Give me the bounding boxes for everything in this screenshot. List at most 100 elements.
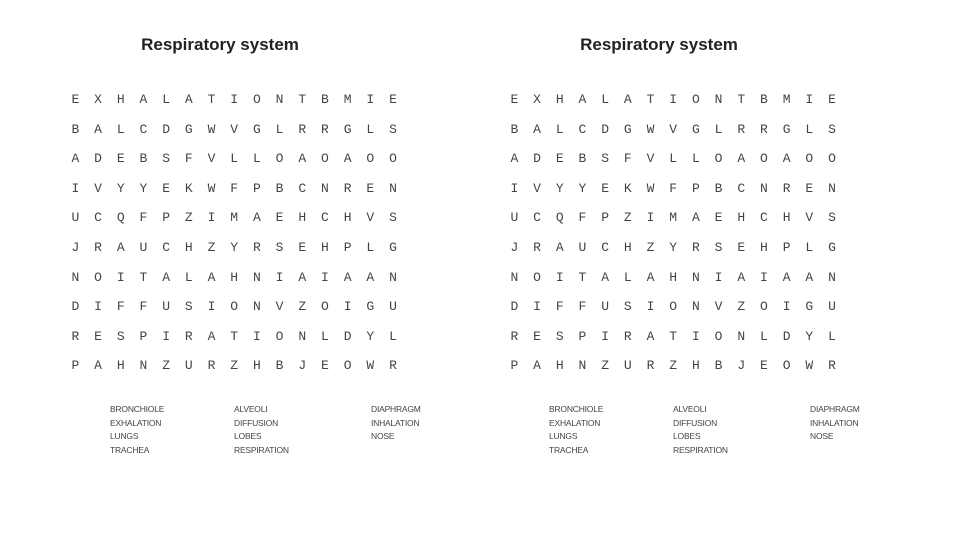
grid-letter: X xyxy=(94,92,102,107)
grid-letter: L xyxy=(275,121,284,137)
grid-letter: N xyxy=(510,269,519,285)
grid-letter: E xyxy=(275,210,284,226)
grid-letter: I xyxy=(646,210,655,226)
grid-letter: P xyxy=(71,358,80,374)
grid-letter: J xyxy=(71,239,80,255)
word-list-column: ALVEOLI DIFFUSION LOBES RESPIRATION xyxy=(673,403,728,457)
grid-letter: B xyxy=(760,92,768,107)
grid-letter: E xyxy=(71,92,80,107)
grid-letter: V xyxy=(207,151,216,167)
grid-letter: N xyxy=(737,328,746,344)
grid-letter: I xyxy=(691,328,700,344)
grid-letter: R xyxy=(691,239,700,255)
grid-letter: R xyxy=(782,180,791,196)
grid-letter: U xyxy=(578,239,587,255)
grid-letter: A xyxy=(343,269,352,285)
grid-letter: A xyxy=(207,269,216,285)
grid-letter: N xyxy=(828,269,836,285)
grid-letter: O xyxy=(714,151,723,167)
grid-letter: G xyxy=(366,299,375,315)
grid-letter: L xyxy=(760,328,768,344)
grid-letter: F xyxy=(116,299,125,315)
grid-letter: Z xyxy=(669,358,678,374)
grid-letter: R xyxy=(207,358,216,374)
grid-letter: U xyxy=(184,358,193,374)
word-list-item: BRONCHIOLE xyxy=(549,404,604,414)
grid-letter: R xyxy=(760,121,768,137)
grid-letter: H xyxy=(230,269,239,285)
word-list-item: NOSE xyxy=(810,431,834,441)
grid-letter: D xyxy=(533,151,541,167)
grid-letter: V xyxy=(366,210,375,226)
grid-letter: A xyxy=(737,269,746,285)
grid-letter: O xyxy=(760,299,768,315)
grid-letter: Q xyxy=(116,210,125,226)
grid-letter: D xyxy=(162,121,170,137)
grid-letter: Q xyxy=(555,210,564,226)
grid-letter: R xyxy=(623,328,632,344)
grid-letter: T xyxy=(298,92,307,107)
grid-letter: Z xyxy=(646,239,655,255)
grid-letter: O xyxy=(828,151,836,167)
grid-letter: F xyxy=(578,210,587,226)
grid-letter: O xyxy=(275,328,284,344)
grid-letter: V xyxy=(533,180,541,196)
grid-letter: P xyxy=(691,180,700,196)
grid-letter: G xyxy=(782,121,791,137)
grid-letter: W xyxy=(646,180,655,196)
grid-letter: H xyxy=(343,210,352,226)
grid-letter: M xyxy=(782,92,791,107)
grid-letter: O xyxy=(275,151,284,167)
word-list-item: DIFFUSION xyxy=(234,417,279,428)
grid-letter: J xyxy=(737,358,746,374)
grid-letter: H xyxy=(184,239,193,255)
grid-letter: U xyxy=(162,299,170,315)
grid-letter: O xyxy=(669,299,678,315)
grid-letter: L xyxy=(623,269,632,285)
grid-letter: M xyxy=(230,210,239,226)
grid-letter: H xyxy=(116,358,125,374)
grid-letter: O xyxy=(321,151,329,167)
grid-letter: N xyxy=(71,269,80,285)
grid-letter: C xyxy=(760,210,768,226)
grid-letter: A xyxy=(298,269,307,285)
grid-letter: F xyxy=(578,299,587,315)
grid-letter: E xyxy=(555,151,564,167)
grid-letter: P xyxy=(139,328,148,344)
grid-letter: T xyxy=(578,269,587,285)
grid-letter: U xyxy=(601,299,609,315)
word-list-item: RESPIRATION xyxy=(673,444,728,455)
word-list-column: DIAPHRAGM INHALATION NOSE xyxy=(810,403,860,444)
grid-letter: Z xyxy=(230,358,239,374)
grid-letter: R xyxy=(646,358,655,374)
grid-letter: I xyxy=(646,299,655,315)
grid-letter: I xyxy=(94,299,102,315)
grid-letter: H xyxy=(760,239,768,255)
grid-letter: V xyxy=(94,180,102,196)
grid-letter: I xyxy=(207,299,216,315)
grid-letter: I xyxy=(252,328,261,344)
grid-letter: I xyxy=(230,92,239,107)
grid-letter: D xyxy=(601,121,609,137)
grid-letter: B xyxy=(510,121,519,137)
grid-letter: Z xyxy=(601,358,609,374)
grid-letter: C xyxy=(321,210,329,226)
grid-letter: L xyxy=(116,121,125,137)
grid-letter: N xyxy=(252,299,261,315)
grid-letter: E xyxy=(601,180,609,196)
grid-letter: E xyxy=(714,210,723,226)
grid-letter: C xyxy=(601,239,609,255)
grid-letter: I xyxy=(207,210,216,226)
grid-letter: L xyxy=(162,92,170,107)
grid-letter: Y xyxy=(139,180,148,196)
grid-letter: H xyxy=(782,210,791,226)
grid-letter: Y xyxy=(555,180,564,196)
grid-letter: P xyxy=(252,180,261,196)
grid-letter: Z xyxy=(737,299,746,315)
grid-letter: A xyxy=(184,92,193,107)
